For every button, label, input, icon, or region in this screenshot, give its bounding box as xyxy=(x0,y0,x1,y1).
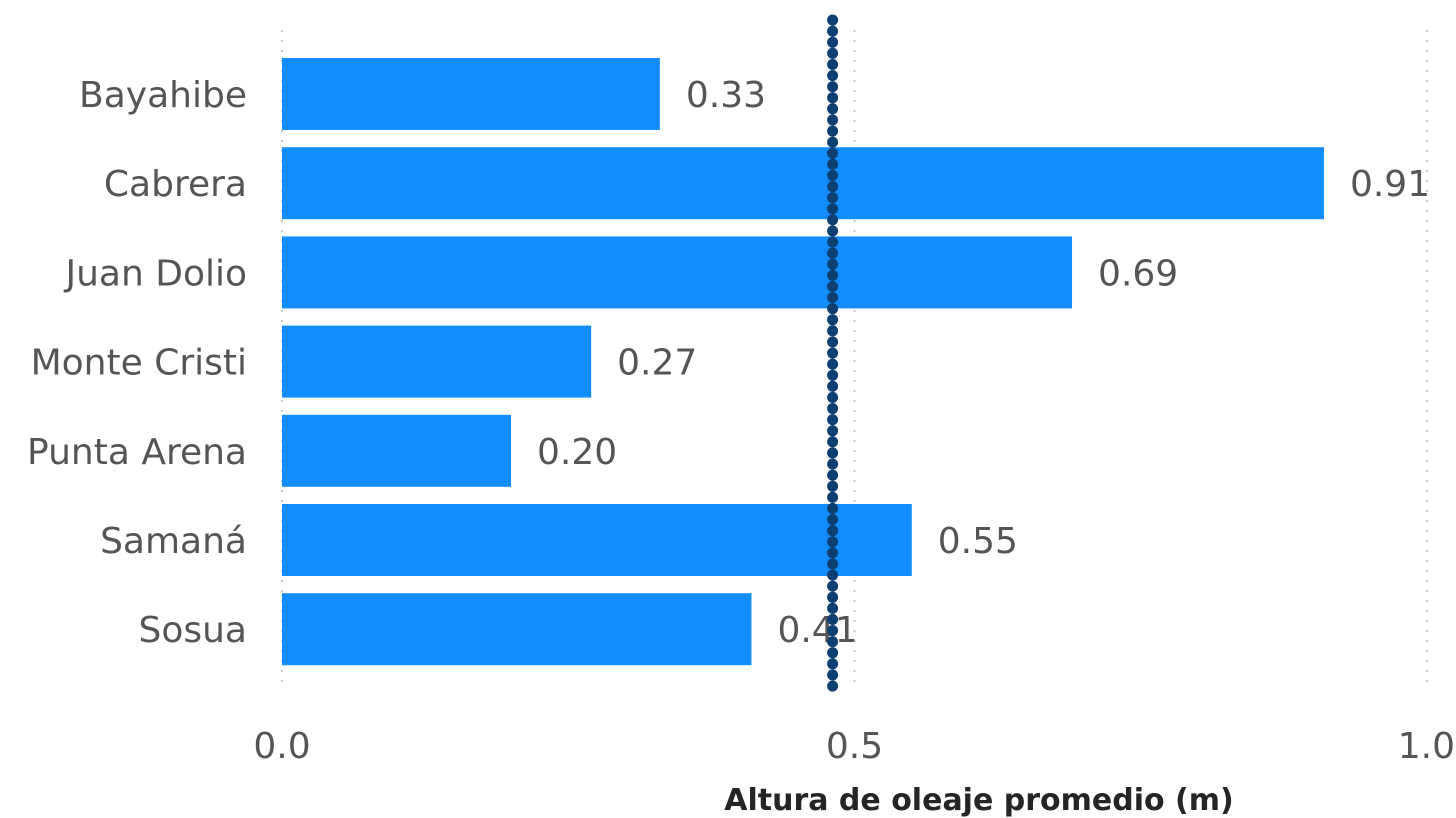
category-label: Juan Dolio xyxy=(63,253,247,294)
data-label: 0.33 xyxy=(686,75,766,116)
category-labels: Bayahibe Cabrera Juan Dolio Monte Cristi Pun… xyxy=(27,75,247,651)
bar xyxy=(282,593,752,666)
category-label: Sosua xyxy=(138,610,247,651)
x-tick-label: 1.0 xyxy=(1398,726,1455,767)
bar xyxy=(282,504,912,576)
x-tick-label: 0.5 xyxy=(826,726,883,767)
data-label: 0.69 xyxy=(1098,253,1178,294)
x-tick-labels: 0.0 0.5 1.0 xyxy=(253,726,1455,767)
bars xyxy=(282,58,1324,666)
bar xyxy=(282,236,1073,309)
category-label: Bayahibe xyxy=(79,75,247,116)
data-label: 0.41 xyxy=(777,610,857,651)
x-tick-label: 0.0 xyxy=(253,726,310,767)
category-label: Punta Arena xyxy=(27,432,247,473)
x-axis-title: Altura de oleaje promedio (m) xyxy=(724,783,1234,818)
category-label: Samaná xyxy=(100,521,247,562)
data-labels: 0.33 0.91 0.69 0.27 0.20 0.55 0.41 xyxy=(537,75,1430,651)
category-label: Monte Cristi xyxy=(31,343,247,384)
data-label: 0.55 xyxy=(938,521,1018,562)
bar xyxy=(282,325,592,398)
data-label: 0.91 xyxy=(1350,164,1430,205)
data-label: 0.20 xyxy=(537,432,617,473)
data-label: 0.27 xyxy=(617,343,697,384)
category-label: Cabrera xyxy=(104,164,247,205)
bar xyxy=(282,147,1324,220)
bar xyxy=(282,414,511,487)
bar xyxy=(282,58,660,130)
